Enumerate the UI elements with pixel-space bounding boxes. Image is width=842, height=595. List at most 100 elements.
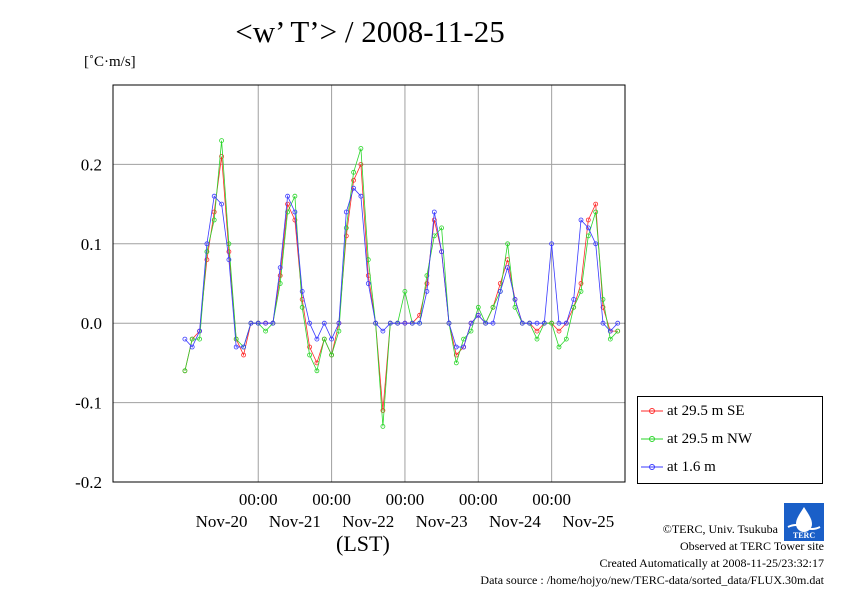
x-tick-date-label: Nov-24 [489,512,541,531]
data-point [336,320,342,326]
data-point [343,233,349,239]
data-point [336,328,342,334]
data-point [505,241,511,247]
data-point [468,320,474,326]
data-point [307,344,313,350]
x-axis: 00:00 00:00 00:00 00:00 00:00 Nov-20 Nov-21 Nov… [196,490,615,531]
data-point [321,320,327,326]
data-point [204,241,210,247]
data-point [424,281,430,286]
data-point [226,257,232,263]
data-point [241,352,247,358]
data-point [424,288,430,294]
data-point [277,273,283,279]
data-point [563,336,569,342]
data-point [453,352,459,358]
data-point [424,273,430,279]
x-tick-date-label: Nov-22 [342,512,394,531]
data-point [380,408,386,413]
legend-label-nw: at 29.5 m NW [667,430,752,447]
data-point [563,320,569,326]
data-point [549,241,554,247]
data-point [497,281,503,286]
data-point [299,304,305,310]
y-axis: 0.2 0.1 0.0 -0.1 -0.2 [75,155,102,492]
data-point [585,233,591,239]
data-point [373,320,379,326]
x-tick-time-label: 00:00 [459,490,498,509]
x-tick-time-label: 00:00 [239,490,278,509]
legend-label-1-6m: at 1.6 m [667,458,716,475]
data-point [490,320,496,326]
data-point [387,320,393,326]
data-point [483,320,489,326]
data-point [380,423,386,429]
data-point [578,217,584,223]
grid-lines [113,85,625,483]
data-point [197,336,203,342]
data-point [314,368,320,374]
data-point [571,296,577,302]
data-point [211,193,217,199]
data-point [189,336,195,342]
data-point [446,320,452,326]
data-point [431,209,437,215]
data-point [351,177,357,183]
data-point [593,241,599,247]
data-point [402,320,408,326]
data-point [556,344,562,350]
data-point [593,209,599,215]
data-point [204,257,210,263]
data-point [343,209,349,215]
data-point [607,336,613,342]
y-tick-label: 0.1 [81,235,102,254]
series-2 [182,185,621,350]
data-point [263,320,269,326]
x-tick-date-label: Nov-21 [269,512,321,531]
data-point [417,320,423,326]
data-point [453,360,459,366]
series-line [184,187,618,348]
data-point [358,193,364,199]
data-point [585,225,591,231]
data-point [549,320,554,326]
x-tick-time-label: 00:00 [312,490,351,509]
data-point [233,336,239,342]
x-tick-date-label: Nov-23 [416,512,468,531]
series-line [184,140,618,427]
x-tick-time-label: 00:00 [386,490,425,509]
data-point [571,304,577,310]
data-point [556,320,562,326]
data-point [285,193,291,199]
data-point [211,209,217,215]
logo-text: TERC [793,531,815,540]
legend-swatch-se [641,408,663,414]
data-point [461,344,467,350]
data-point [505,265,511,271]
data-point [219,201,225,207]
observed-text: Observed at TERC Tower site [679,539,824,553]
data-point [292,209,298,215]
data-point [490,304,496,310]
data-point [556,328,562,334]
data-point [578,288,584,294]
data-point [226,249,232,255]
data-point [292,193,298,199]
legend-item-1-6m: at 1.6 m [638,456,716,478]
data-point [263,328,269,334]
data-point [197,328,203,334]
data-point [409,320,415,326]
plot-frame [112,84,626,483]
chart-title: <w’ T’> / 2008-11-25 [235,14,505,49]
data-point [468,328,474,334]
data-point [439,225,445,231]
data-point [519,320,525,326]
data-point [314,336,320,342]
data-point [380,328,386,334]
data-point [307,352,313,358]
data-point [241,344,247,350]
created-text: Created Automatically at 2008-11-25/23:3… [599,556,824,570]
data-point [343,225,349,231]
source-text: Data source : /home/hojyo/new/TERC-data/… [480,573,824,587]
series-layer [182,138,621,429]
